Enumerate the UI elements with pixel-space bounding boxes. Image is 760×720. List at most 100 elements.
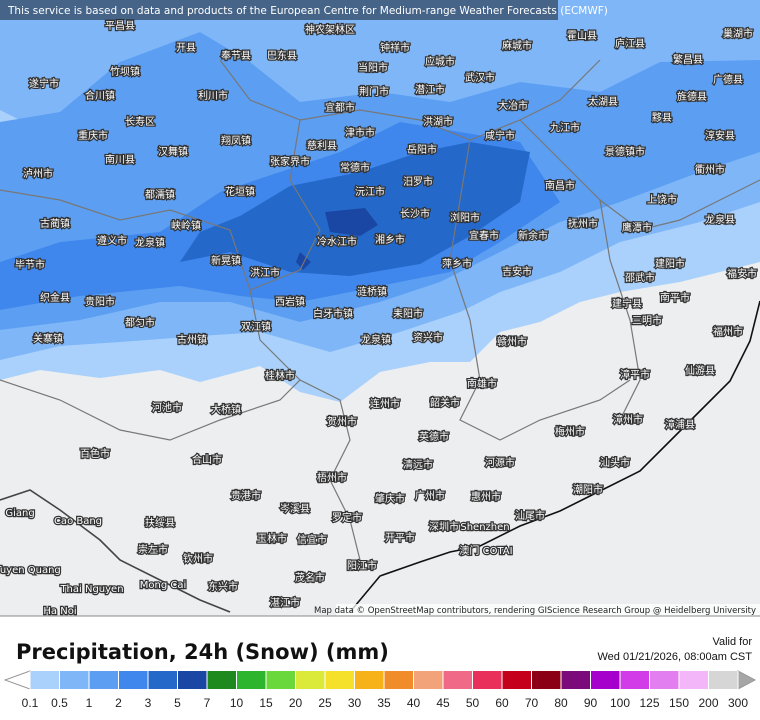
place-label: Mong Cai — [140, 580, 187, 591]
tick-label: 25 — [318, 696, 332, 710]
place-label: 涟桥镇 — [357, 285, 387, 298]
place-label: 茂名市 — [295, 571, 325, 584]
place-label: 应城市 — [425, 55, 455, 68]
place-label: 咸宁市 — [485, 129, 515, 142]
place-label: 衢州市 — [695, 163, 725, 176]
place-label: 西岩镇 — [275, 295, 305, 308]
place-label: 河池市 — [152, 401, 182, 414]
place-label: 福安市 — [727, 267, 757, 280]
place-label: 汨罗市 — [403, 175, 433, 188]
place-label: 遵义市 — [97, 234, 127, 247]
place-label: 合川镇 — [85, 89, 115, 102]
place-label: 泸州市 — [23, 167, 53, 180]
place-label: 洪江市 — [250, 266, 280, 279]
tick-label: 50 — [466, 696, 480, 710]
place-label: 合山市 — [192, 453, 222, 466]
place-label: 双江镇 — [241, 320, 271, 333]
place-label: 罗定市 — [332, 511, 362, 524]
color-cell — [472, 671, 503, 689]
place-label: 沅江市 — [355, 185, 385, 198]
place-label: 长沙市 — [400, 207, 430, 220]
place-label: 大冶市 — [498, 99, 528, 112]
valid-label: Valid for — [712, 636, 752, 648]
place-label: 旌德县 — [677, 90, 707, 103]
place-label: 古州镇 — [177, 333, 207, 346]
tick-label: 200 — [698, 696, 718, 710]
place-label: 福州市 — [713, 325, 743, 338]
place-label: 当阳市 — [358, 61, 388, 74]
tick-label: 35 — [377, 696, 391, 710]
place-label: 开平市 — [385, 531, 415, 544]
place-label: 南平市 — [660, 291, 690, 304]
place-label: 汉舞镇 — [158, 145, 188, 158]
place-label: 广德县 — [713, 73, 743, 86]
place-label: 都濡镇 — [145, 188, 175, 201]
place-label: 阳江市 — [347, 559, 377, 572]
place-label: 上饶市 — [647, 193, 677, 206]
place-label: 常德市 — [340, 161, 370, 174]
place-label: 吉安市 — [502, 265, 532, 278]
place-label: 繁昌县 — [673, 53, 703, 66]
place-label: 漳平市 — [620, 368, 650, 381]
place-label: 都匀市 — [125, 316, 155, 329]
place-label: 荆门市 — [359, 85, 389, 98]
snow-area — [296, 252, 311, 270]
tick-label: 3 — [145, 696, 152, 710]
place-label: 潮阳市 — [573, 483, 603, 496]
tick-label: 10 — [230, 696, 244, 710]
place-label: 湘乡市 — [375, 233, 405, 246]
tick-label: 150 — [669, 696, 689, 710]
place-label: 漳浦县 — [665, 418, 695, 431]
attribution: Map data © OpenStreetMap contributors, r… — [314, 606, 756, 616]
tick-label: 70 — [525, 696, 539, 710]
tick-label: 90 — [584, 696, 598, 710]
color-cell — [59, 671, 90, 689]
color-cell — [354, 671, 385, 689]
place-label: Ha Noi — [43, 606, 76, 617]
place-label: 抚州市 — [568, 217, 598, 230]
tick-label: 7 — [204, 696, 211, 710]
place-label: 广州市 — [415, 489, 445, 502]
place-label: 长寿区 — [125, 115, 155, 128]
color-cell — [325, 671, 355, 689]
place-label: 津市市 — [345, 126, 375, 139]
place-label: 建阳市 — [655, 257, 685, 270]
place-label: 龙泉镇 — [135, 236, 165, 249]
place-label: 南川县 — [105, 153, 135, 166]
tick-label: 0.1 — [22, 696, 39, 710]
over-arrow — [737, 670, 757, 690]
attribution-background — [336, 604, 760, 616]
place-label: 扶绥县 — [145, 516, 175, 529]
place-label: 九江市 — [550, 121, 580, 134]
notice: This service is based on data and produc… — [7, 5, 608, 17]
place-label: 花垣镇 — [225, 185, 255, 198]
color-cell — [295, 671, 326, 689]
place-label: 汕头市 — [600, 456, 630, 469]
color-cell — [30, 671, 60, 689]
place-label: Cao Bang — [54, 516, 102, 527]
color-cell — [266, 671, 296, 689]
colorbar: 0.1 0.5 1 2 3 5 7 10 15 20 25 30 35 40 45 50 60 70 80 90 100… — [3, 670, 757, 710]
tick-label: 30 — [348, 696, 362, 710]
place-label: Thai Nguyen — [59, 584, 123, 595]
place-label: 麻城市 — [502, 39, 532, 52]
place-label: 浏阳市 — [450, 211, 480, 224]
place-label: 赣州市 — [497, 335, 527, 348]
place-label: 黟县 — [652, 112, 672, 124]
place-label: 岳阳市 — [407, 143, 437, 156]
place-label: 太湖县 — [588, 95, 618, 108]
place-label: 织金县 — [40, 291, 70, 304]
place-label: 贵阳市 — [85, 295, 115, 308]
place-label: 新余市 — [518, 229, 548, 242]
place-label: 慈利县 — [307, 139, 337, 152]
place-label: 邵武市 — [625, 271, 655, 284]
place-label: 淳安县 — [705, 129, 735, 142]
place-label: 英德市 — [419, 430, 449, 443]
color-cell — [561, 671, 591, 689]
tick-label: 45 — [436, 696, 450, 710]
place-label: 河源市 — [485, 456, 515, 469]
place-label: 钟祥市 — [380, 41, 410, 54]
place-label: 梧州市 — [317, 471, 347, 484]
